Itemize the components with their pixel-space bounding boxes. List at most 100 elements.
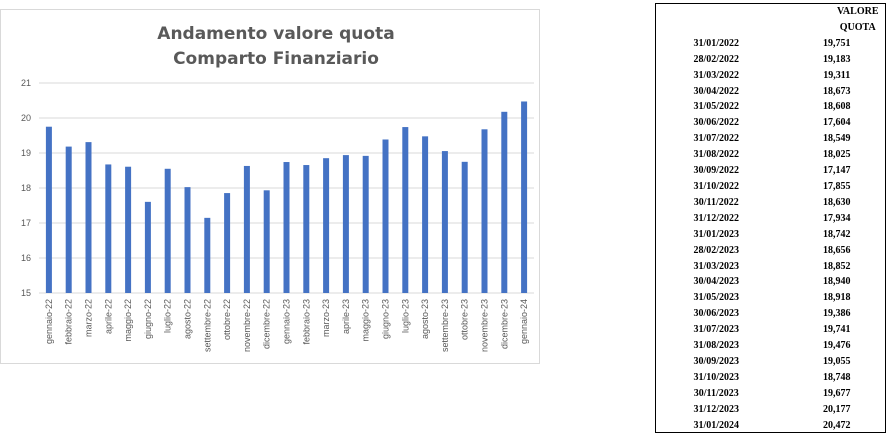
bar [402,127,409,293]
bar [422,136,429,293]
x-tick-label: gennaio-24 [519,299,529,344]
row-value: 18,656 [823,244,851,256]
bar [501,111,508,294]
row-date: 30/11/2022 [693,196,739,208]
bar [164,168,171,293]
y-axis-ticks: 15 16 17 18 19 20 21 [21,78,31,298]
x-tick-label: agosto-22 [183,299,193,339]
row-date: 31/01/2022 [693,37,740,49]
bar [283,162,290,293]
bar [362,155,369,293]
row-value: 18,852 [823,260,851,272]
table-row: 30/06/2023 19,386 [656,306,885,322]
row-value: 17,855 [823,180,851,192]
table-body: 31/01/2022 19,751 28/02/2022 19,183 31/03/20… [656,36,885,434]
bar [105,164,112,293]
header-valore-quota: VALORE QUOTA [837,6,879,33]
row-date: 31/01/2024 [693,419,740,431]
row-date: 31/08/2023 [693,340,740,352]
bar [85,142,92,293]
bar [303,165,310,293]
table-row: 31/07/2023 19,741 [656,322,885,338]
x-tick-label: dicembre-22 [262,299,272,349]
row-date: 30/06/2022 [693,117,740,129]
row-date: 28/02/2023 [693,244,740,256]
bar [65,146,72,293]
table-row: 30/09/2022 17,147 [656,163,885,179]
row-value: 18,918 [823,292,851,304]
row-value: 19,183 [823,53,851,65]
row-value: 19,386 [823,308,851,320]
row-value: 18,673 [823,85,851,97]
row-value: 18,025 [823,149,851,161]
table-row: 31/01/2023 18,742 [656,227,885,243]
table-row: 31/10/2023 18,748 [656,370,885,386]
x-tick-label: aprile-22 [103,299,113,334]
row-value: 19,476 [823,340,851,352]
quota-table: VALORE QUOTA 31/01/2022 19,751 28/02/2022 1… [656,4,885,433]
row-date: 30/09/2022 [693,165,740,177]
row-value: 18,748 [823,371,851,383]
x-tick-label: gennaio-23 [282,299,292,344]
table-row: 31/01/2022 19,751 [656,36,885,52]
row-date: 30/09/2023 [693,355,740,367]
table-row: 31/08/2022 18,025 [656,147,885,163]
x-tick-label: febbraio-22 [64,299,74,345]
row-date: 31/07/2022 [693,133,740,145]
y-tick-label: 21 [21,78,31,88]
row-value: 18,742 [823,228,851,240]
row-value: 17,934 [823,212,851,224]
bar [342,155,349,293]
y-tick-label: 19 [21,148,31,158]
row-value: 20,177 [823,403,851,415]
x-tick-label: ottobre-23 [460,299,470,340]
x-tick-label: maggio-23 [361,299,371,342]
bar [263,190,270,293]
row-date: 31/10/2023 [693,371,740,383]
table-row: 31/05/2023 18,918 [656,290,885,306]
row-value: 20,472 [823,419,851,431]
row-date: 31/08/2022 [693,149,740,161]
x-tick-label: luglio-23 [400,299,410,333]
row-value: 19,751 [823,37,851,49]
row-date: 31/07/2023 [693,324,740,336]
table-row: 31/03/2022 19,311 [656,68,885,84]
x-tick-label: giugno-22 [143,299,153,339]
table-row: 31/07/2022 18,549 [656,131,885,147]
x-tick-label: giugno-23 [381,299,391,339]
row-value: 19,055 [823,355,851,367]
bar [521,101,528,293]
row-value: 19,677 [823,387,851,399]
bar [441,151,448,293]
table-row: 30/04/2022 18,673 [656,84,885,100]
table-row: 31/03/2023 18,852 [656,259,885,275]
row-value: 17,147 [823,165,851,177]
x-tick-label: aprile-23 [341,299,351,334]
row-date: 31/03/2022 [693,69,740,81]
table-row: 30/04/2023 18,940 [656,274,885,290]
row-date: 31/05/2022 [693,101,740,113]
row-date: 30/04/2023 [693,276,740,288]
table-row: 31/12/2023 20,177 [656,402,885,418]
chart-title-line-1: Andamento valore quota [157,24,394,44]
table-header-row: VALORE QUOTA [656,4,885,36]
bar [144,201,151,293]
bar [204,217,211,293]
table-row: 30/11/2023 19,677 [656,386,885,402]
table-row: 31/12/2022 17,934 [656,211,885,227]
bar [481,129,488,293]
row-value: 19,311 [823,69,851,81]
row-date: 31/01/2023 [693,228,740,240]
bar [125,166,132,293]
y-tick-label: 18 [21,183,31,193]
table-row: 28/02/2023 18,656 [656,243,885,259]
y-tick-label: 15 [21,288,31,298]
table-row: 31/08/2023 19,476 [656,338,885,354]
bar [224,193,231,293]
chart-title-line-2: Comparto Finanziario [173,49,379,69]
row-date: 31/05/2023 [693,292,740,304]
bar [323,158,330,293]
table-row: 30/06/2022 17,604 [656,115,885,131]
x-tick-label: gennaio-22 [44,299,54,344]
bar [184,187,191,293]
